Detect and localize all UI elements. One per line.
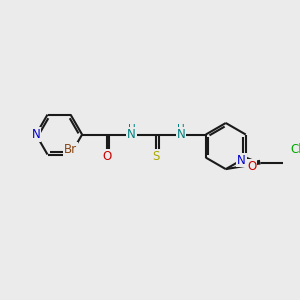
Text: N: N bbox=[237, 154, 246, 166]
Text: H: H bbox=[128, 124, 136, 134]
Text: H: H bbox=[177, 124, 185, 134]
Text: N: N bbox=[32, 128, 40, 141]
Text: N: N bbox=[127, 128, 136, 141]
Text: N: N bbox=[177, 128, 185, 141]
Text: Cl: Cl bbox=[290, 143, 300, 156]
Text: O: O bbox=[102, 150, 112, 163]
Text: O: O bbox=[247, 160, 256, 173]
Text: Br: Br bbox=[64, 143, 77, 156]
Text: S: S bbox=[153, 150, 160, 163]
